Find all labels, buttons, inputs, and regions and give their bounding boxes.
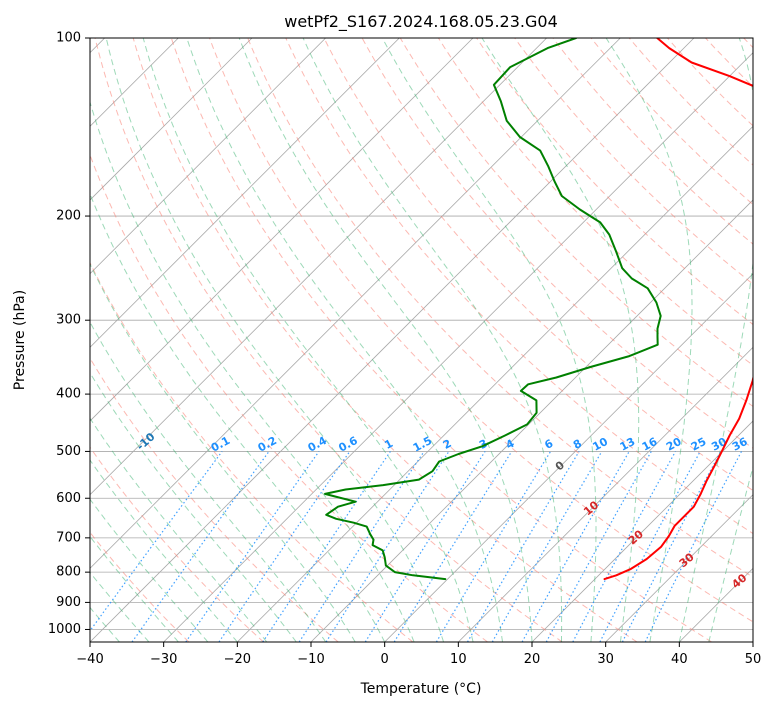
x-tick-label: −40 <box>76 652 103 667</box>
x-tick-label: −20 <box>224 652 251 667</box>
y-tick-label: 800 <box>56 565 81 580</box>
x-tick-label: 30 <box>597 652 614 667</box>
y-tick-label: 300 <box>56 313 81 328</box>
y-tick-label: 500 <box>56 444 81 459</box>
x-tick-label: 40 <box>671 652 688 667</box>
chart-title: wetPf2_S167.2024.168.05.23.G04 <box>284 12 558 32</box>
y-tick-label: 100 <box>56 31 81 46</box>
x-axis-label: Temperature (°C) <box>360 681 482 697</box>
y-tick-label: 700 <box>56 530 81 545</box>
y-tick-label: 200 <box>56 209 81 224</box>
x-tick-label: 20 <box>524 652 541 667</box>
y-axis-label: Pressure (hPa) <box>12 290 28 390</box>
y-tick-label: 1000 <box>48 622 81 637</box>
y-tick-label: 600 <box>56 491 81 506</box>
x-tick-label: −10 <box>297 652 324 667</box>
y-tick-label: 900 <box>56 595 81 610</box>
y-tick-label: 400 <box>56 387 81 402</box>
x-tick-label: 50 <box>745 652 762 667</box>
x-tick-label: 0 <box>381 652 389 667</box>
x-tick-label: −30 <box>150 652 177 667</box>
x-tick-label: 10 <box>450 652 467 667</box>
